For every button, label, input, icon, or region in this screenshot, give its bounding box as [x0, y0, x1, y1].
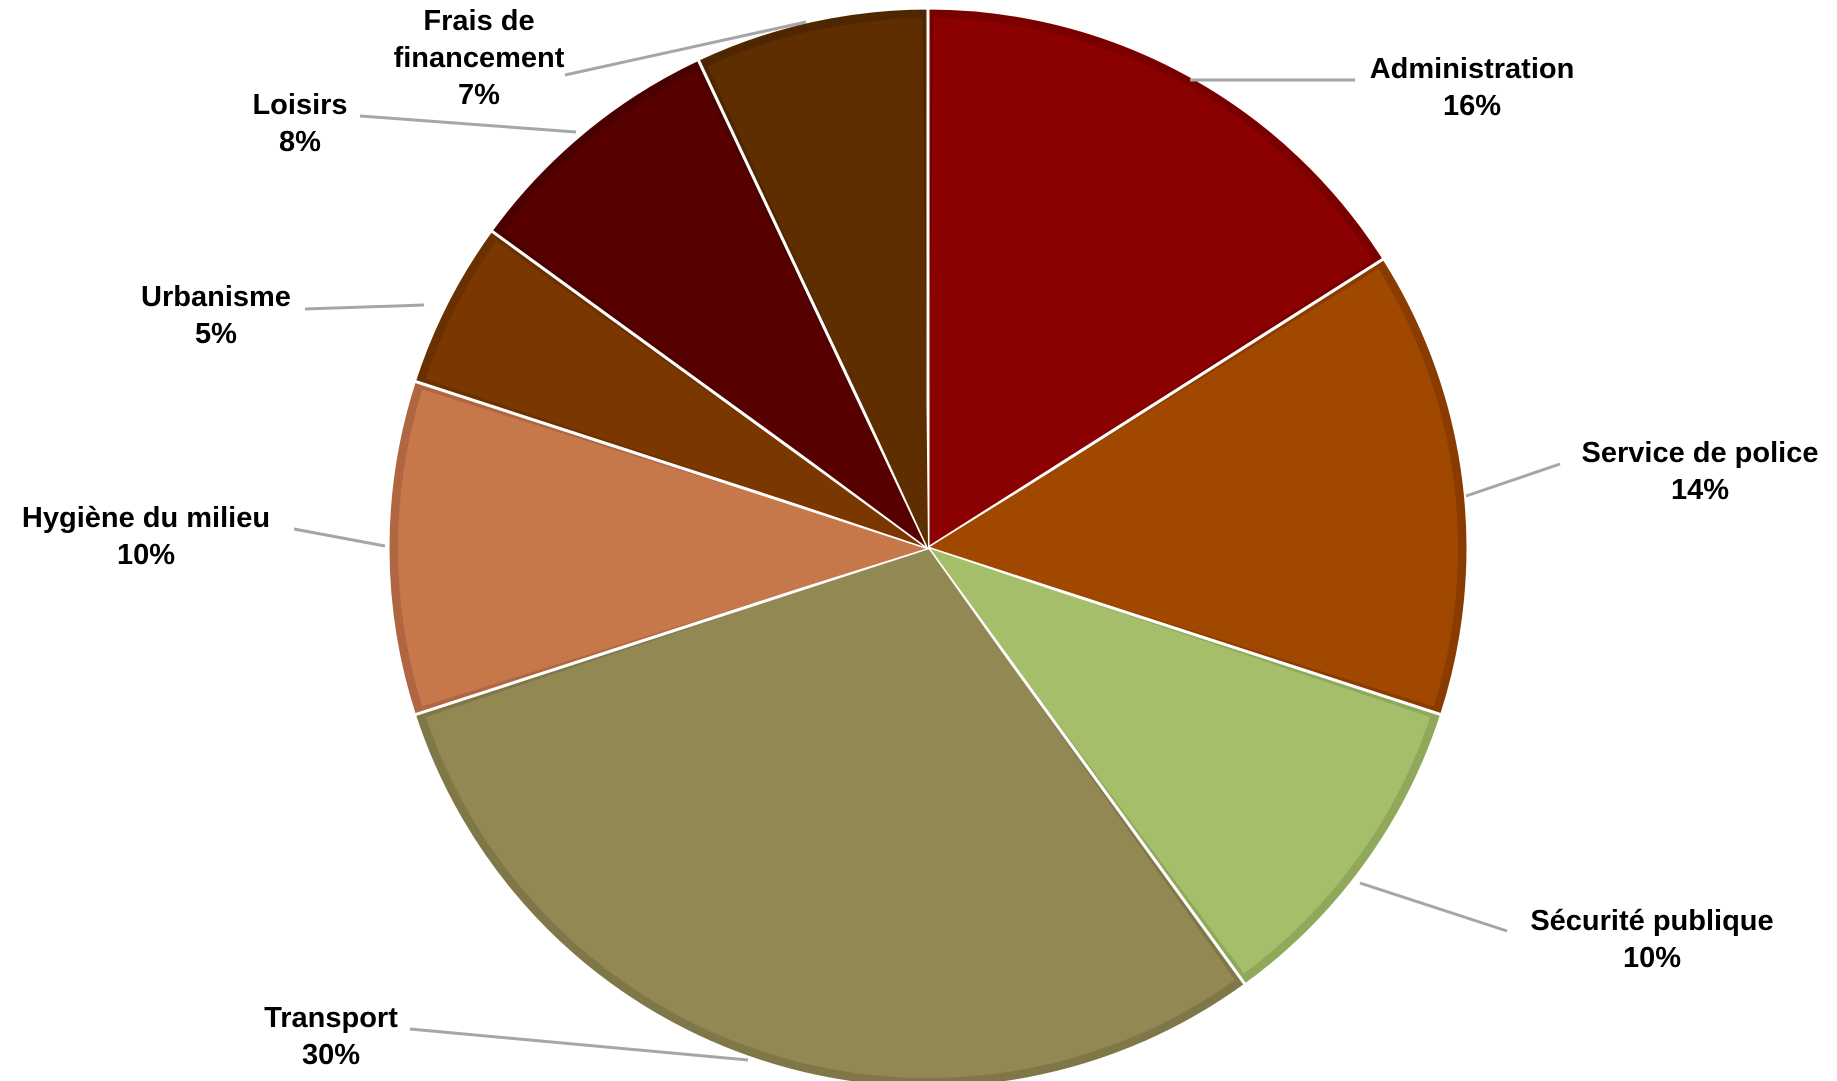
- data-label-service-de-police: Service de police 14%: [1582, 437, 1819, 506]
- pie-slice-fill-hygi-ne-du-milieu: [398, 389, 928, 707]
- pie-slice-fill-s-curit-publique: [928, 548, 1431, 974]
- leader-line-loisirs: [359, 114, 577, 134]
- leader-line-frais-de-financement: [564, 20, 807, 77]
- data-label-hygi-ne-du-milieu: Hygiène du milieu 10%: [22, 502, 270, 571]
- pie-slice-fill-loisirs: [502, 70, 928, 548]
- data-label-loisirs: Loisirs 8%: [252, 89, 347, 158]
- data-label-urbanisme: Urbanisme 5%: [141, 281, 291, 350]
- labels-layer: Administration 16% Service de police 14% Séc…: [22, 5, 1819, 1071]
- slices-layer: [386, 6, 1470, 1081]
- pie-slice-fill-administration: [928, 18, 1373, 549]
- data-label-transport: Transport 30%: [264, 1002, 398, 1071]
- pie-slice-fill-transport: [425, 548, 1236, 1078]
- pie-slice-fill-service-de-police: [928, 268, 1458, 707]
- leader-line-s-curit-publique: [1359, 881, 1508, 933]
- data-label-s-curit-publique: Sécurité publique 10%: [1530, 905, 1773, 974]
- leader-line-service-de-police: [1465, 462, 1561, 498]
- leaders-layer: [293, 20, 1561, 1062]
- pie-slice-fill-urbanisme: [425, 240, 928, 549]
- data-label-administration: Administration 16%: [1370, 53, 1575, 122]
- leader-line-urbanisme: [304, 303, 425, 311]
- pie-slice-fill-frais-de-financement: [707, 18, 928, 549]
- leader-line-hygi-ne-du-milieu: [293, 527, 386, 548]
- leader-line-transport: [409, 1027, 749, 1062]
- data-label-frais-de-financement: Frais de financement 7%: [394, 5, 565, 111]
